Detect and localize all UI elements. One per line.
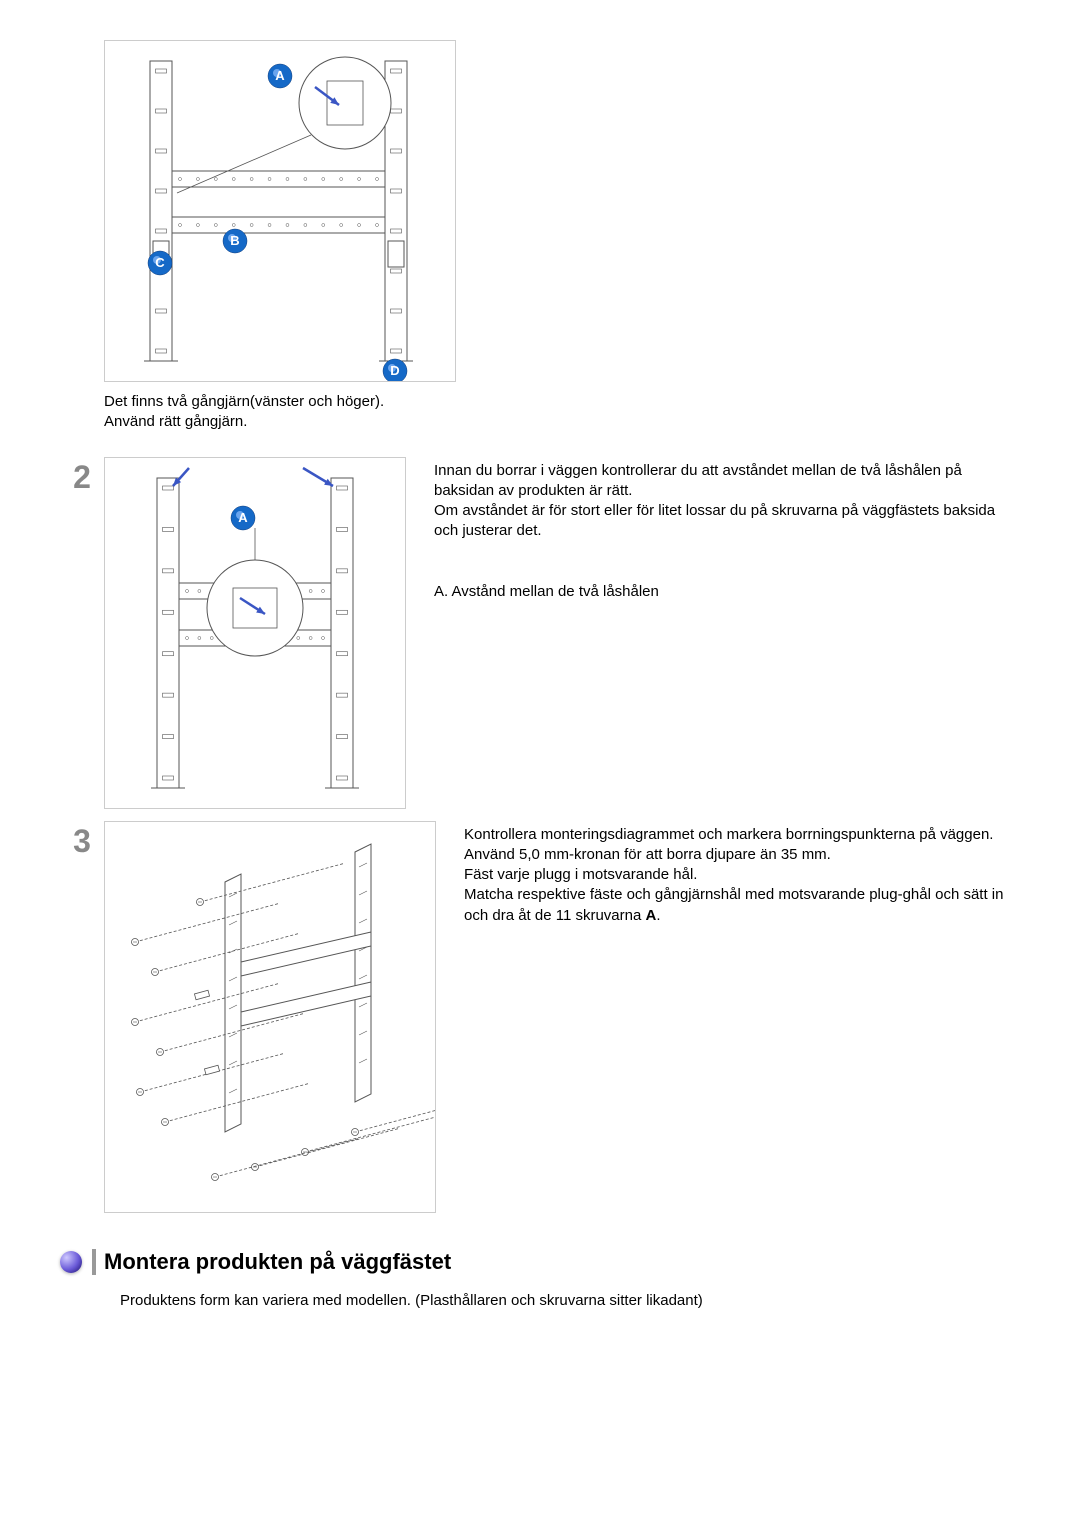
badge-a: A xyxy=(231,506,255,530)
step3-number: 3 xyxy=(60,825,104,857)
svg-text:A: A xyxy=(238,510,248,525)
svg-text:A: A xyxy=(275,68,285,83)
section-body: Produktens form kan variera med modellen… xyxy=(120,1291,1020,1311)
svg-text:B: B xyxy=(230,233,239,248)
step2-diagram: A xyxy=(104,457,406,809)
badge-a: A xyxy=(268,64,292,88)
step1-caption: Det finns två gångjärn(vänster och höger… xyxy=(104,392,1020,433)
step3-desc: Kontrollera monteringsdiagrammet och mar… xyxy=(464,821,1020,926)
step1-diagram: A B C D xyxy=(104,40,456,382)
badge-b: B xyxy=(223,229,247,253)
step3-diagram xyxy=(104,821,436,1213)
svg-text:C: C xyxy=(155,255,165,270)
svg-text:D: D xyxy=(390,363,399,378)
step2-number: 2 xyxy=(60,461,104,493)
section-bullet-icon xyxy=(60,1251,82,1273)
badge-c: C xyxy=(148,251,172,275)
step2-desc: Innan du borrar i väggen kontrollerar du… xyxy=(434,457,1020,603)
section-title: Montera produkten på väggfästet xyxy=(92,1249,451,1275)
badge-d: D xyxy=(383,359,407,381)
